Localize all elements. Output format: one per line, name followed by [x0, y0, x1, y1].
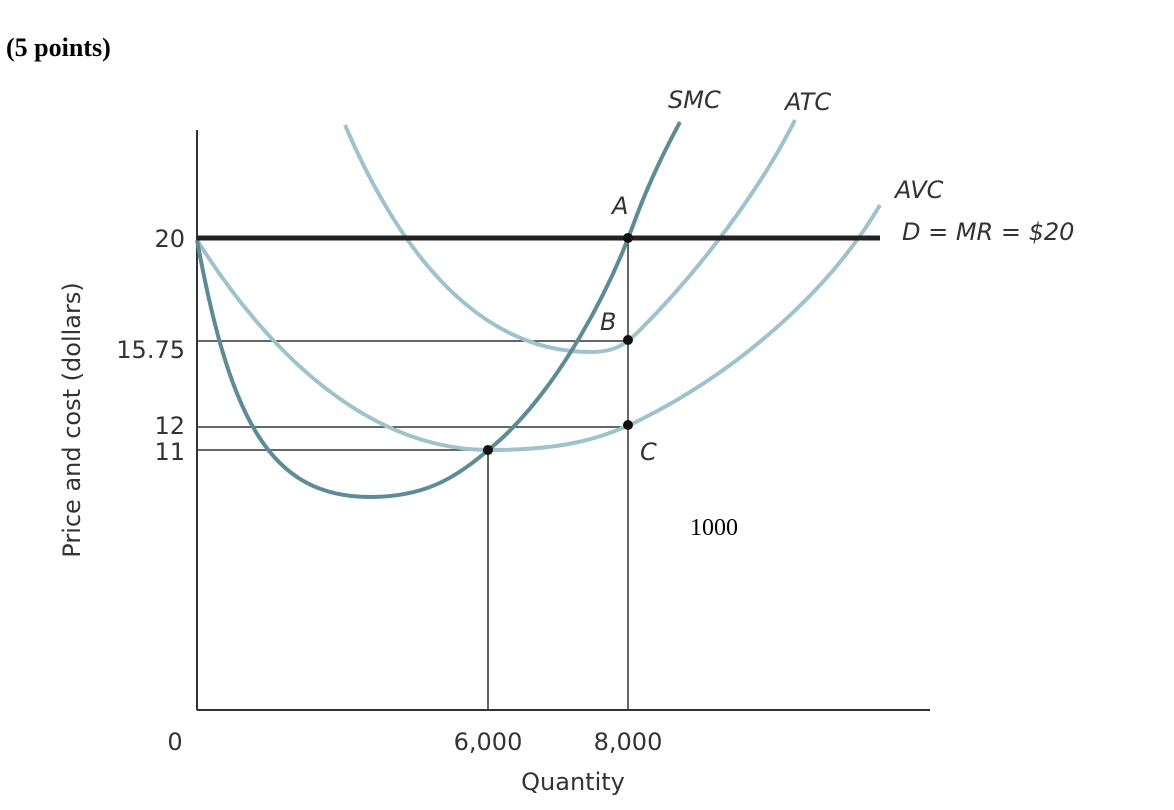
atc-curve [343, 119, 797, 355]
curve-label: ATC [783, 88, 831, 116]
guide-lines [197, 238, 629, 710]
x-tick-label: 8,000 [594, 728, 663, 756]
demand-label: D = MR = $20 [902, 218, 1074, 246]
avc-curve [195, 203, 882, 453]
points [483, 233, 633, 455]
y-tick-label: 15.75 [116, 336, 185, 364]
axes [196, 130, 930, 711]
y-axis-label: Price and cost (dollars) [58, 282, 86, 557]
point-label: B [600, 308, 616, 336]
y-tick-label: 12 [154, 412, 185, 440]
x-tick-label: 6,000 [454, 728, 523, 756]
note: 1000 [690, 515, 738, 541]
y-tick-label: 20 [154, 225, 185, 253]
curve-label: SMC [668, 86, 721, 114]
curve-label: AVC [893, 176, 944, 204]
x-tick-label: 0 [167, 728, 182, 756]
title: (5 points) [6, 33, 111, 62]
x-axis-label: Quantity [521, 768, 625, 796]
point-label: A [610, 192, 628, 220]
point-label: C [640, 438, 657, 466]
y-tick-label: 11 [154, 438, 185, 466]
